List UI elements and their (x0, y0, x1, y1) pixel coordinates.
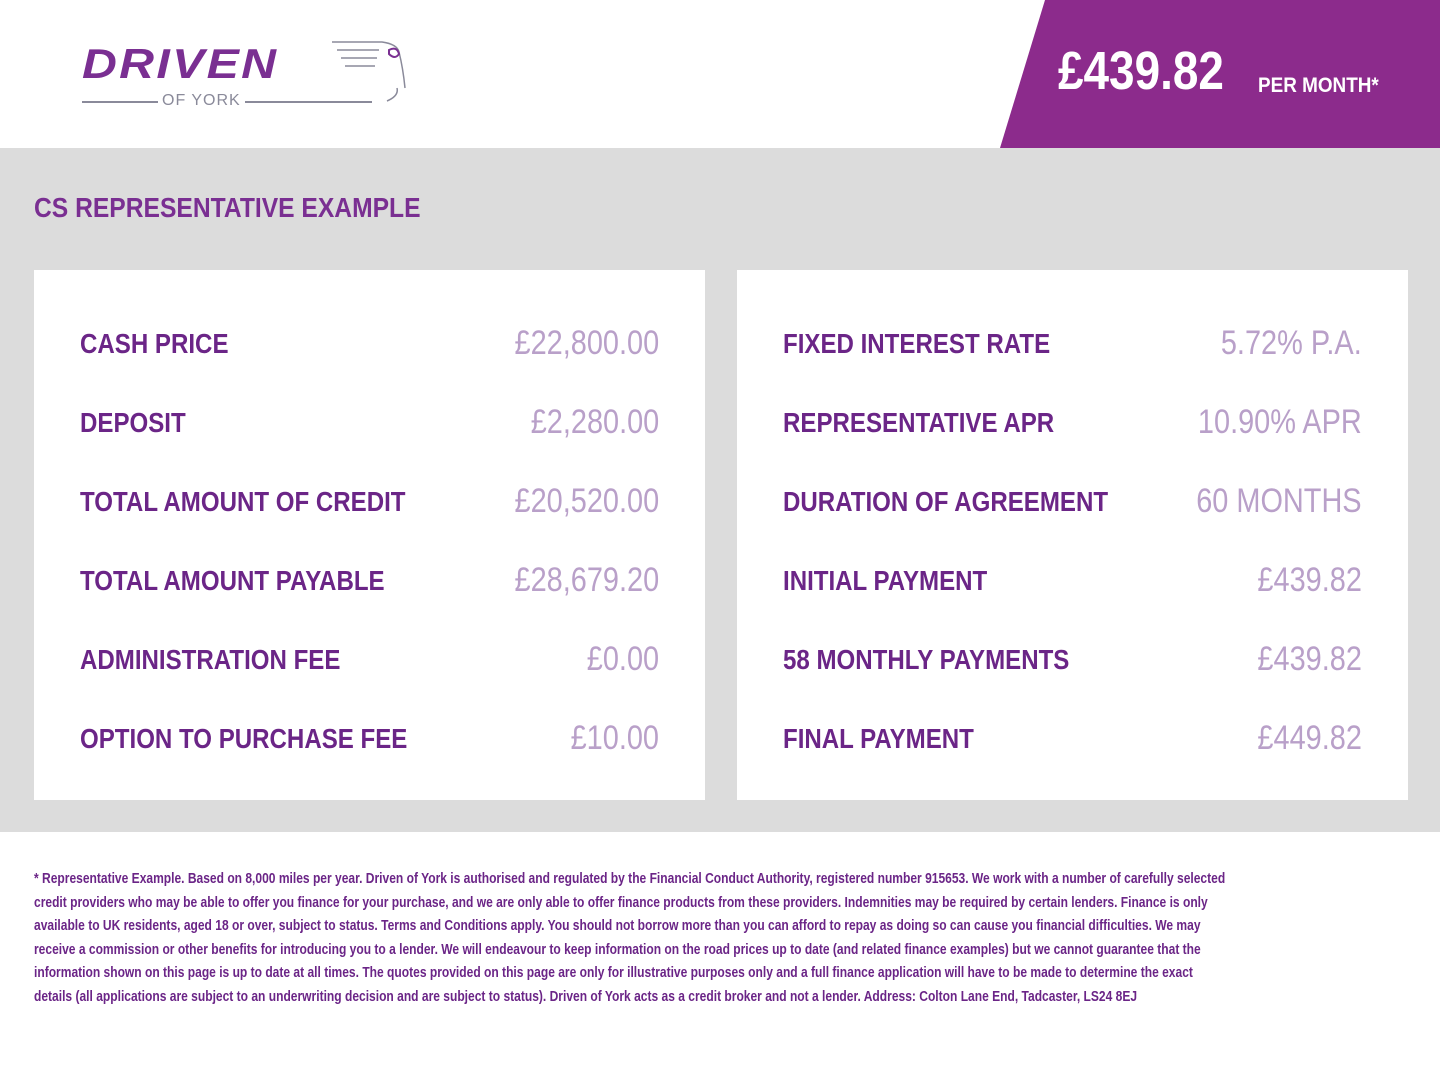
disclaimer-line: * Representative Example. Based on 8,000… (34, 871, 1226, 887)
finance-value: £20,520.00 (514, 482, 659, 520)
finance-row: TOTAL AMOUNT PAYABLE £28,679.20 (80, 561, 659, 605)
header: DRIVEN OF YORK £439.82 PER MONTH* (0, 0, 1440, 148)
disclaimer-line: available to UK residents, aged 18 or ov… (34, 918, 1201, 934)
finance-label: DEPOSIT (80, 407, 186, 438)
finance-row: FINAL PAYMENT £449.82 (783, 719, 1362, 763)
price-banner: £439.82 PER MONTH* (1000, 0, 1440, 148)
monthly-price: £439.82 (1058, 41, 1224, 101)
finance-label: INITIAL PAYMENT (783, 565, 988, 596)
disclaimer-line: information shown on this page is up to … (34, 965, 1193, 981)
finance-row: 58 MONTHLY PAYMENTS £439.82 (783, 640, 1362, 684)
finance-value: £22,800.00 (514, 324, 659, 362)
finance-row: REPRESENTATIVE APR 10.90% APR (783, 403, 1362, 447)
finance-row: ADMINISTRATION FEE £0.00 (80, 640, 659, 684)
finance-label: REPRESENTATIVE APR (783, 407, 1055, 438)
disclaimer-line: details (all applications are subject to… (34, 988, 1138, 1005)
representative-example-section: CS REPRESENTATIVE EXAMPLE CASH PRICE £22,… (0, 148, 1440, 832)
finance-label: OPTION TO PURCHASE FEE (80, 723, 408, 754)
finance-label: CASH PRICE (80, 328, 229, 359)
finance-row: CASH PRICE £22,800.00 (80, 324, 659, 368)
finance-value: 60 MONTHS (1196, 482, 1362, 520)
finance-row: FIXED INTEREST RATE 5.72% P.A. (783, 324, 1362, 368)
section-title: CS REPRESENTATIVE EXAMPLE (34, 192, 421, 223)
finance-label: TOTAL AMOUNT OF CREDIT (80, 486, 406, 517)
finance-value: £10.00 (570, 719, 659, 757)
finance-row: INITIAL PAYMENT £439.82 (783, 561, 1362, 605)
finance-card-left: CASH PRICE £22,800.00 DEPOSIT £2,280.00 TOTA… (34, 270, 705, 800)
finance-row: DURATION OF AGREEMENT 60 MONTHS (783, 482, 1362, 526)
finance-label: ADMINISTRATION FEE (80, 644, 341, 675)
finance-row: DEPOSIT £2,280.00 (80, 403, 659, 447)
finance-row: OPTION TO PURCHASE FEE £10.00 (80, 719, 659, 763)
finance-value: 5.72% P.A. (1221, 324, 1362, 362)
disclaimer: * Representative Example. Based on 8,000… (34, 868, 1434, 1009)
finance-label: FINAL PAYMENT (783, 723, 974, 754)
finance-value: £2,280.00 (530, 403, 659, 441)
finance-row: TOTAL AMOUNT OF CREDIT £20,520.00 (80, 482, 659, 526)
finance-value: £0.00 (586, 640, 659, 678)
finance-value: £439.82 (1257, 561, 1362, 599)
logo: DRIVEN OF YORK (82, 38, 412, 118)
finance-value: £449.82 (1257, 719, 1362, 757)
logo-subtitle: OF YORK (158, 92, 245, 110)
disclaimer-line: credit providers who may be able to offe… (34, 894, 1208, 911)
finance-label: 58 MONTHLY PAYMENTS (783, 644, 1070, 675)
disclaimer-line: receive a commission or other benefits f… (34, 941, 1201, 958)
finance-card-right: FIXED INTEREST RATE 5.72% P.A. REPRESENTAT… (737, 270, 1408, 800)
finance-label: FIXED INTEREST RATE (783, 328, 1051, 359)
logo-wordmark: DRIVEN (82, 40, 279, 87)
per-month-label: PER MONTH* (1258, 74, 1379, 97)
finance-label: TOTAL AMOUNT PAYABLE (80, 565, 385, 596)
car-outline-icon (332, 41, 406, 102)
finance-value: 10.90% APR (1198, 403, 1362, 441)
finance-value: £439.82 (1257, 640, 1362, 678)
finance-value: £28,679.20 (514, 561, 659, 599)
finance-label: DURATION OF AGREEMENT (783, 486, 1109, 517)
